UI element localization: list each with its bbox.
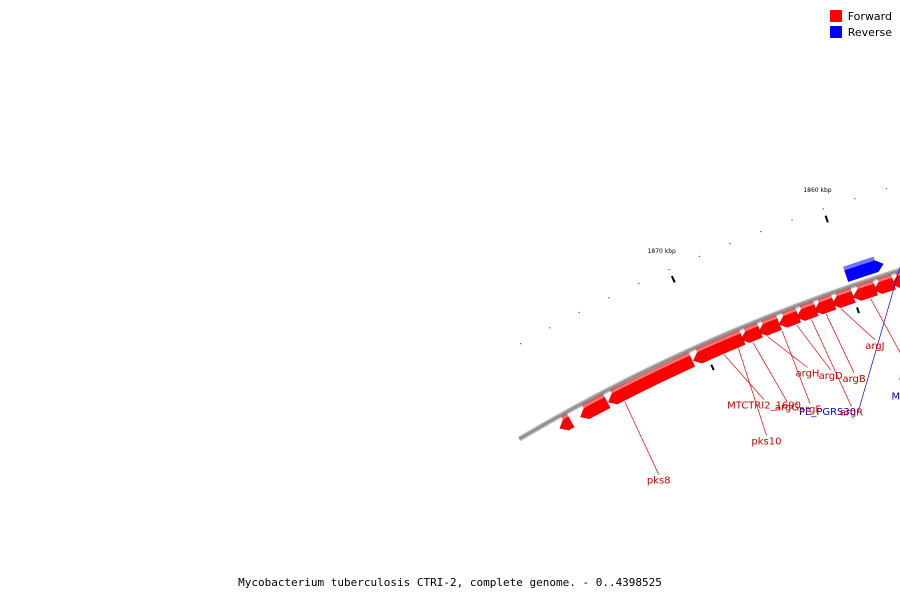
forward-gene-label: argR	[840, 407, 863, 418]
forward-gene-label: argB	[842, 374, 865, 385]
forward-gene-top	[817, 294, 833, 303]
forward-leader	[870, 298, 900, 353]
scale-dot	[638, 282, 640, 285]
reverse-gene-label: MTCTRI2_1674	[891, 392, 900, 403]
legend-forward-label: Forward	[847, 9, 892, 23]
tick-mark	[670, 275, 676, 283]
forward-gene	[607, 355, 696, 405]
scale-dot	[885, 187, 888, 190]
scale-dot	[698, 255, 701, 258]
forward-gene-label: pks10	[751, 437, 781, 448]
legend: Forward Reverse	[829, 8, 892, 40]
forward-leader	[840, 308, 876, 341]
backbone-layer	[517, 267, 900, 442]
legend-reverse: Reverse	[829, 24, 892, 40]
tick-label: 1870 kbp	[648, 248, 676, 255]
tick-label: 1860 kbp	[803, 187, 831, 194]
scale-dot	[578, 311, 580, 314]
forward-gene-top	[895, 271, 900, 277]
gene-labels-layer: treXMTCTRI2_1607MTCTRI2_1608MTCTRI2_1609…	[647, 341, 900, 487]
inner-tick-mark	[856, 307, 860, 314]
scale-dot	[729, 243, 731, 245]
forward-leader	[624, 401, 660, 475]
forward-gene-label: argJ	[865, 341, 884, 352]
forward-gene-top	[761, 314, 778, 325]
forward-gene-label: MTCTRI2_1690	[727, 401, 801, 412]
scale-dot	[520, 342, 522, 345]
forward-gene-top	[695, 329, 741, 353]
forward-gene-top	[781, 307, 797, 317]
forward-leader	[767, 336, 808, 368]
forward-gene-top	[835, 287, 852, 297]
reverse-gene-top	[843, 256, 875, 271]
scale-dot	[854, 197, 856, 200]
forward-gene-top	[877, 274, 893, 283]
genes-layer	[559, 256, 900, 431]
forward-leader	[752, 342, 788, 402]
tick-layer: 1770 kbp1780 kbp1790 kbp1800 kbp1810 kbp…	[520, 187, 888, 371]
forward-gene-label: argF	[799, 405, 821, 416]
leader-lines-layer	[624, 266, 900, 475]
forward-leader	[796, 324, 831, 371]
forward-gene-label: argH	[796, 369, 820, 380]
forward-gene-top	[799, 300, 815, 310]
forward-gene-label: argC	[899, 373, 900, 384]
forward-gene-label: pks8	[647, 476, 671, 487]
scale-dot	[822, 208, 825, 210]
reverse-leader	[857, 266, 900, 413]
reverse-gene-label: PE_PGRS30	[799, 407, 856, 418]
forward-leader	[738, 348, 767, 436]
forward-gene-top	[581, 393, 605, 409]
forward-gene-top	[856, 279, 875, 290]
forward-leader	[781, 330, 811, 404]
backbone-line	[518, 269, 900, 440]
scale-dot	[791, 219, 793, 221]
reverse-swatch	[829, 26, 842, 38]
scale-dot	[668, 268, 670, 271]
forward-gene-top	[609, 351, 690, 394]
forward-swatch	[829, 10, 842, 22]
forward-gene-label: argD	[819, 371, 843, 382]
scale-dot	[760, 230, 762, 233]
forward-leader	[723, 354, 765, 400]
tick-mark	[824, 215, 829, 223]
legend-forward: Forward	[829, 8, 892, 24]
forward-gene-label: argG	[775, 402, 799, 413]
forward-gene-top	[743, 322, 759, 332]
inner-tick-mark	[710, 364, 715, 371]
scale-dot	[608, 296, 610, 299]
map-caption: Mycobacterium tuberculosis CTRI-2, compl…	[238, 576, 662, 589]
forward-gene	[559, 416, 575, 431]
scale-dot	[549, 327, 551, 329]
forward-leader	[825, 313, 855, 374]
legend-reverse-label: Reverse	[847, 25, 892, 39]
forward-gene-top	[561, 413, 569, 420]
forward-leader	[811, 319, 852, 407]
